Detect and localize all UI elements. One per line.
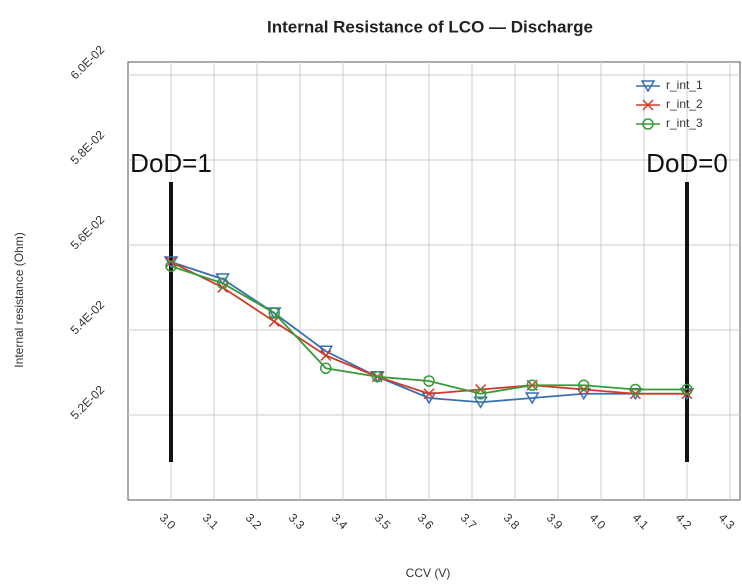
marker (524, 392, 540, 405)
marker (629, 383, 642, 396)
y-tick-label: 5.4E-02 (68, 297, 108, 337)
x-tick-label: 3.6 (415, 511, 437, 533)
y-tick-label: 5.8E-02 (68, 127, 108, 167)
y-tick-label: 5.6E-02 (68, 212, 108, 252)
marker (318, 345, 334, 358)
x-tick-label: 3.8 (501, 511, 523, 533)
marker (165, 260, 177, 272)
y-tick-label: 6.0E-02 (68, 42, 108, 82)
x-tick-label: 3.3 (286, 511, 308, 533)
marker (320, 362, 332, 374)
marker (371, 371, 384, 383)
marker (681, 383, 693, 396)
x-tick-label: 4.3 (716, 511, 738, 533)
marker (268, 315, 280, 328)
marker (268, 307, 280, 319)
series-line (170, 265, 687, 395)
marker (474, 388, 487, 400)
marker (320, 349, 332, 362)
x-tick-label: 3.4 (329, 511, 351, 533)
x-tick-label: 4.1 (630, 511, 652, 533)
marker (526, 379, 538, 391)
y-tick-label: 5.2E-02 (68, 382, 108, 422)
annotation-label: DoD=1 (130, 148, 212, 178)
x-tick-label: 4.2 (673, 511, 695, 533)
y-axis-label: Internal resistance (Ohm) (12, 232, 26, 367)
x-tick-label: 3.0 (157, 511, 179, 533)
marker (423, 375, 435, 387)
x-tick-label: 3.1 (200, 511, 222, 533)
chart-title: Internal Resistance of LCO — Discharge (267, 17, 593, 36)
plot-frame (127, 61, 741, 501)
legend-label: r_int_1 (666, 78, 703, 92)
series-line (170, 261, 687, 404)
marker (423, 388, 435, 400)
marker (216, 277, 229, 289)
x-tick-label: 3.2 (243, 511, 265, 533)
x-tick-label: 4.0 (587, 511, 609, 533)
x-axis-label: CCV (V) (406, 566, 451, 580)
legend-label: r_int_2 (666, 97, 703, 111)
marker (578, 379, 590, 391)
x-tick-label: 3.9 (544, 511, 566, 533)
x-tick-label: 3.7 (458, 511, 480, 533)
annotation-label: DoD=0 (646, 148, 728, 178)
legend-label: r_int_3 (666, 116, 703, 130)
x-tick-label: 3.5 (372, 511, 394, 533)
marker (473, 396, 488, 409)
